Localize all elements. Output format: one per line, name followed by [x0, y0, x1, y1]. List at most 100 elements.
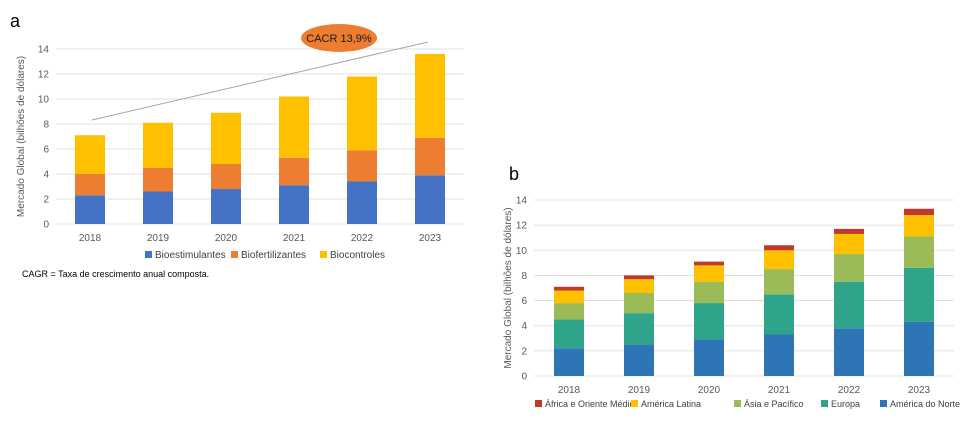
chart-b-legend-swatch	[880, 400, 887, 407]
chart-a-x-tick-label: 2020	[215, 233, 238, 244]
chart-b-bar-europa	[764, 294, 794, 335]
chart-a-bar-biofertilizantes	[75, 174, 105, 196]
chart-b-bar--frica-e-oriente-m-dio	[694, 261, 724, 266]
chart-a-bar-biofertilizantes	[347, 150, 377, 182]
chart-b-legend-label: Europa	[831, 399, 860, 409]
chart-b-bar-europa	[624, 313, 654, 345]
chart-b-y-tick-label: 4	[521, 321, 527, 332]
chart-b-bar--frica-e-oriente-m-dio	[904, 208, 934, 216]
chart-b-bar-am-rica-latina	[764, 250, 794, 270]
chart-b-y-axis-title: Mercado Global (bilhões de dólares)	[503, 207, 514, 368]
chart-b-x-tick-label: 2022	[838, 385, 861, 396]
chart-a-bar-biocontroles	[415, 54, 445, 138]
chart-a: 0 2 4 6 8 10 12 14 2018 2019 2020 2021 2022 2023 Merca…	[16, 45, 464, 261]
chart-a-bar-biocontroles	[211, 112, 241, 164]
chart-b-legend-label: África e Oriente Médio	[545, 399, 635, 409]
chart-b-bar-am-rica-do-norte	[764, 334, 794, 376]
chart-a-bar-bioestimulantes	[75, 195, 105, 224]
chart-a-x-tick-label: 2021	[283, 233, 306, 244]
chart-b-y-tick-label: 0	[521, 372, 527, 383]
chart-a-y-tick-label: 14	[38, 45, 50, 56]
chart-b-bar-am-rica-latina	[624, 279, 654, 294]
chart-b-legend-label: América Latina	[641, 399, 701, 409]
chart-b-bar--sia-e-pac-fico	[694, 281, 724, 304]
chart-b-bar-am-rica-latina	[904, 215, 934, 237]
chart-a-legend-swatch	[145, 251, 152, 258]
chart-a-y-tick-label: 4	[43, 170, 49, 181]
chart-a-legend-swatch	[320, 251, 327, 258]
chart-b-bar--frica-e-oriente-m-dio	[764, 245, 794, 251]
panel-b-letter: b	[509, 164, 519, 184]
chart-b-y-tick-label: 14	[516, 196, 528, 207]
chart-a-y-tick-label: 0	[43, 220, 49, 231]
chart-b-x-tick-label: 2020	[698, 385, 721, 396]
chart-a-x-tick-label: 2023	[419, 233, 442, 244]
chart-a-bar-bioestimulantes	[347, 181, 377, 224]
cagr-label: CACR 13,9%	[306, 33, 372, 45]
chart-b-bar-am-rica-latina	[694, 265, 724, 282]
chart-b-bar--sia-e-pac-fico	[624, 293, 654, 314]
chart-b-x-tick-label: 2021	[768, 385, 791, 396]
chart-b-bar-am-rica-do-norte	[554, 348, 584, 376]
chart-a-bar-bioestimulantes	[415, 175, 445, 224]
chart-b-bar-europa	[694, 303, 724, 340]
chart-b-x-tick-label: 2019	[628, 385, 651, 396]
chart-b-bar--frica-e-oriente-m-dio	[834, 228, 864, 234]
chart-b-legend-swatch	[631, 400, 638, 407]
chart-b-bar-europa	[554, 319, 584, 349]
chart-b-bar--frica-e-oriente-m-dio	[624, 275, 654, 280]
chart-a-y-tick-label: 2	[43, 195, 49, 206]
chart-a-y-tick-label: 8	[43, 120, 49, 131]
chart-a-y-tick-label: 12	[38, 70, 50, 81]
chart-b-bar-am-rica-latina	[834, 233, 864, 255]
panel-a-letter: a	[10, 11, 21, 31]
chart-b-y-tick-label: 6	[521, 296, 527, 307]
chart-b-x-tick-label: 2023	[908, 385, 931, 396]
chart-a-bar-biocontroles	[75, 135, 105, 174]
chart-b-legend-swatch	[821, 400, 828, 407]
chart-b-bar-am-rica-do-norte	[904, 321, 934, 376]
footnote: CAGR = Taxa de crescimento anual compost…	[22, 269, 209, 279]
chart-b-bar-am-rica-do-norte	[834, 328, 864, 376]
chart-a-legend-label: Bioestimulantes	[155, 250, 226, 261]
chart-b-bar--sia-e-pac-fico	[764, 269, 794, 295]
chart-b-y-tick-label: 12	[516, 221, 528, 232]
chart-b-legend-swatch	[734, 400, 741, 407]
chart-b-bar-am-rica-do-norte	[624, 344, 654, 376]
chart-a-y-axis-title: Mercado Global (bilhões de dólares)	[16, 56, 27, 217]
chart-a-bar-biofertilizantes	[279, 157, 309, 186]
chart-a-x-tick-label: 2018	[79, 233, 102, 244]
chart-a-bar-bioestimulantes	[143, 191, 173, 224]
chart-b-y-tick-label: 2	[521, 346, 527, 357]
chart-b-bar-am-rica-latina	[554, 290, 584, 304]
chart-b-bar--sia-e-pac-fico	[554, 303, 584, 320]
chart-a-legend-label: Biofertilizantes	[241, 250, 306, 261]
chart-b-bar-europa	[834, 281, 864, 329]
trend-line	[91, 41, 429, 121]
chart-a-x-tick-label: 2019	[147, 233, 170, 244]
chart-a-bar-biofertilizantes	[415, 137, 445, 176]
chart-a-x-tick-label: 2022	[351, 233, 374, 244]
chart-b-legend-label: América do Norte	[890, 399, 960, 409]
chart-a-y-tick-label: 6	[43, 145, 49, 156]
chart-a-y-tick-label: 10	[38, 95, 50, 106]
chart-a-bar-bioestimulantes	[279, 185, 309, 224]
chart-a-legend-label: Biocontroles	[330, 250, 385, 261]
chart-b: 0 2 4 6 8 10 12 14 2018 2019 2020 2021 2022 2023 Merca…	[503, 196, 960, 410]
chart-a-bar-biocontroles	[347, 76, 377, 151]
chart-a-bar-biocontroles	[143, 122, 173, 168]
chart-b-legend-label: Ásia e Pacífico	[744, 399, 804, 409]
chart-b-bar--frica-e-oriente-m-dio	[554, 286, 584, 291]
chart-a-bar-bioestimulantes	[211, 189, 241, 224]
chart-b-y-tick-label: 10	[516, 246, 528, 257]
chart-b-bar--sia-e-pac-fico	[904, 236, 934, 268]
chart-b-bar-am-rica-do-norte	[694, 339, 724, 376]
chart-a-bar-biocontroles	[279, 96, 309, 158]
chart-b-bar-europa	[904, 267, 934, 322]
chart-b-y-tick-label: 8	[521, 271, 527, 282]
chart-a-bar-biofertilizantes	[143, 167, 173, 192]
chart-a-legend-swatch	[231, 251, 238, 258]
chart-b-x-tick-label: 2018	[558, 385, 581, 396]
chart-b-legend-swatch	[535, 400, 542, 407]
